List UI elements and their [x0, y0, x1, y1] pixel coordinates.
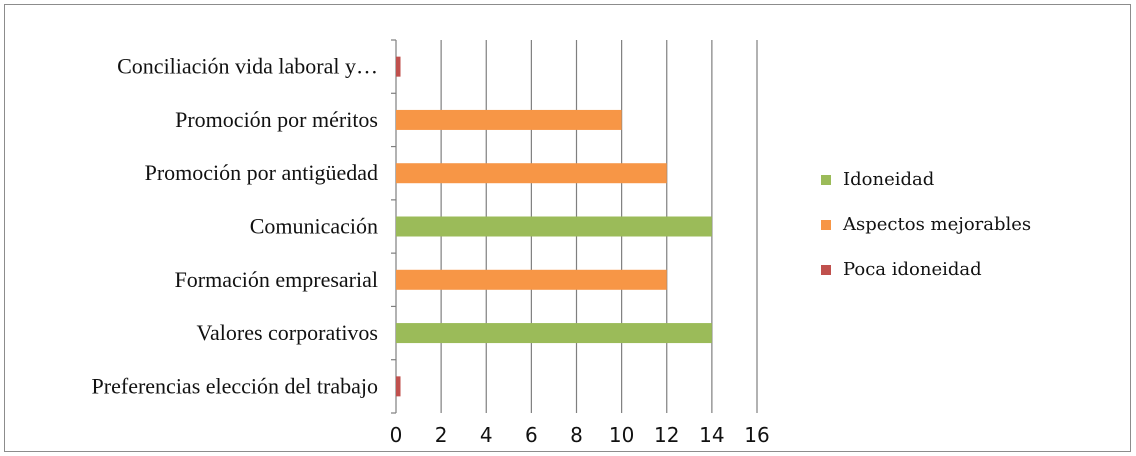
- x-tick-label: 14: [699, 423, 724, 447]
- category-label: Formación empresarial: [175, 267, 378, 292]
- bar: [396, 216, 712, 237]
- x-tick-label: 12: [654, 423, 679, 447]
- category-label: Comunicación: [250, 214, 378, 239]
- x-tick-label: 16: [744, 423, 769, 447]
- category-label: Promoción por antigüedad: [145, 160, 378, 185]
- x-tick-label: 2: [435, 423, 448, 447]
- legend-swatch: [821, 265, 831, 275]
- category-label: Promoción por méritos: [175, 107, 378, 132]
- bar: [396, 376, 401, 397]
- bar: [396, 56, 401, 77]
- bar: [396, 109, 622, 130]
- bar: [396, 269, 667, 290]
- legend-label: Idoneidad: [843, 169, 934, 190]
- category-label: Conciliación vida laboral y…: [117, 54, 378, 79]
- bar: [396, 323, 712, 344]
- x-tick-label: 4: [480, 423, 493, 447]
- x-tick-label: 6: [525, 423, 538, 447]
- x-tick-label: 10: [609, 423, 634, 447]
- category-label: Preferencias elección del trabajo: [92, 373, 378, 398]
- x-tick-label: 0: [390, 423, 403, 447]
- category-label: Valores corporativos: [197, 320, 378, 345]
- bar: [396, 163, 667, 184]
- chart-frame: Conciliación vida laboral y… Promoción po…: [4, 4, 1131, 452]
- x-tick-label: 8: [570, 423, 583, 447]
- legend-label: Aspectos mejorables: [842, 214, 1031, 235]
- legend-swatch: [821, 175, 831, 185]
- legend-label: Poca idoneidad: [843, 259, 982, 280]
- legend-swatch: [821, 220, 831, 230]
- bar-chart: Conciliación vida laboral y… Promoción po…: [92, 39, 1031, 447]
